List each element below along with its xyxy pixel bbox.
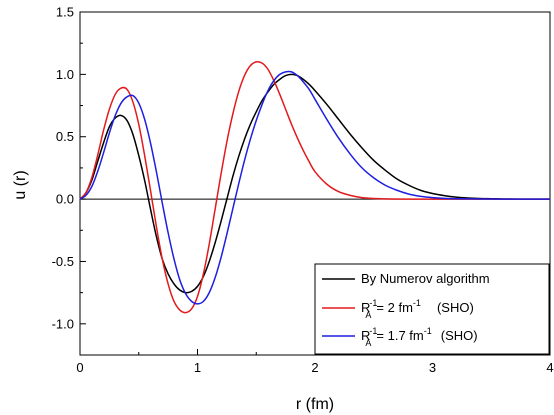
legend-tail: (SHO) [437, 300, 474, 315]
series-layer [79, 60, 551, 314]
x-tick-label: 1 [194, 360, 201, 375]
legend-mid: = 2 fm [376, 300, 413, 315]
series-numerov [79, 73, 551, 294]
legend-r: R [361, 300, 370, 315]
y-tick-label: 0.0 [56, 192, 74, 207]
legend-tail: (SHO) [441, 328, 478, 343]
y-tick-label: -0.5 [52, 254, 74, 269]
legend: By Numerov algorithm R-1 A = 2 fm-1 (SHO) R… [314, 263, 550, 355]
y-tick-label: 0.5 [56, 129, 74, 144]
legend-label-numerov: By Numerov algorithm [361, 271, 490, 286]
legend-r-sub: A [365, 338, 371, 348]
legend-mid-sup: -1 [413, 298, 421, 308]
tick-labels: 0 1 2 3 4 -1.0 -0.5 0.0 0.5 1.0 1.5 [52, 5, 554, 376]
x-tick-label: 3 [429, 360, 436, 375]
legend-r: R [361, 328, 370, 343]
legend-label-sho-2: R-1 A = 2 fm-1 (SHO) [361, 298, 474, 320]
legend-r-sup: -1 [369, 326, 377, 336]
legend-r-sub: A [365, 310, 371, 320]
y-axis-title: u (r) [12, 170, 29, 199]
legend-r-sup: -1 [369, 298, 377, 308]
x-tick-label: 4 [546, 360, 553, 375]
y-tick-label: -1.0 [52, 316, 74, 331]
x-tick-label: 0 [76, 360, 83, 375]
legend-mid-sup: -1 [424, 326, 432, 336]
legend-label-sho-1-7: R-1 A = 1.7 fm-1 (SHO) [361, 326, 478, 348]
x-tick-label: 2 [311, 360, 318, 375]
y-tick-label: 1.5 [56, 5, 74, 20]
series-sho-2 [79, 60, 551, 314]
x-axis-title: r (fm) [296, 396, 334, 413]
series-sho-1-7 [79, 70, 551, 305]
legend-mid: = 1.7 fm [376, 328, 423, 343]
y-tick-label: 1.0 [56, 67, 74, 82]
